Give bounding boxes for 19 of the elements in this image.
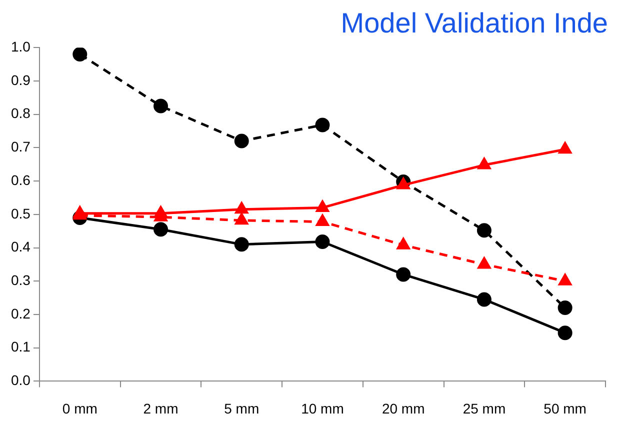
- y-tick-label: 0.6: [10, 172, 31, 188]
- y-tick-label: 0.7: [10, 138, 31, 155]
- y-tick-label: 0.0: [10, 372, 31, 388]
- x-tick-label: 2 mm: [143, 400, 178, 416]
- x-tick-label: 20 mm: [382, 400, 425, 416]
- x-tick-label: 0 mm: [62, 400, 98, 416]
- x-tick-label: 10 mm: [301, 400, 344, 416]
- y-tick-label: 0.2: [10, 305, 31, 322]
- y-tick-label: 0.3: [10, 272, 31, 288]
- y-tick-label: 0.5: [10, 205, 31, 222]
- y-tick-label: 1.0: [10, 38, 31, 54]
- x-tick-label: 50 mm: [544, 400, 586, 416]
- y-tick-label: 0.1: [10, 338, 31, 355]
- chart-title: Model Validation Inde: [340, 8, 608, 39]
- y-tick-label: 0.4: [10, 238, 31, 255]
- y-tick-label: 0.9: [10, 72, 31, 88]
- x-tick-label: 5 mm: [224, 400, 260, 416]
- y-tick-label: 0.8: [10, 105, 31, 122]
- x-tick-label: 25 mm: [462, 400, 506, 416]
